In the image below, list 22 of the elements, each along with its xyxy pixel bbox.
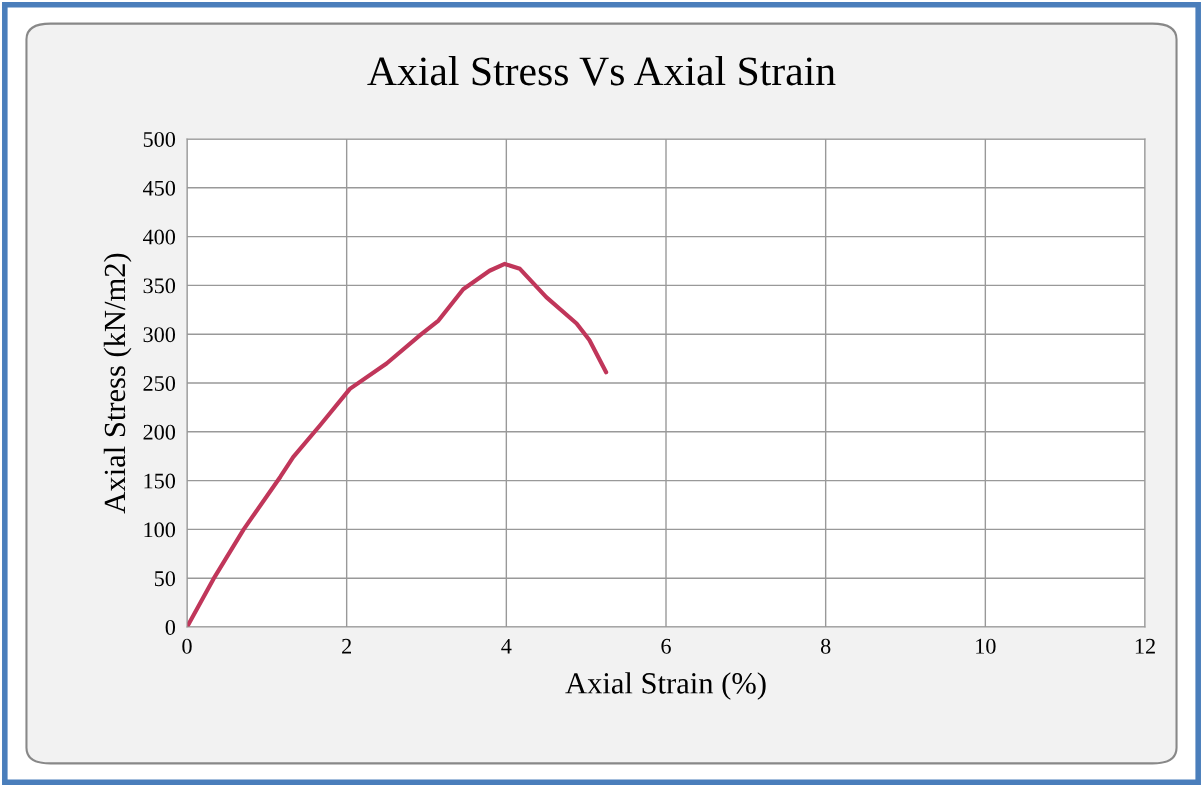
x-tick-label: 4 bbox=[501, 638, 512, 654]
x-tick-label: 10 bbox=[976, 638, 996, 654]
x-tick-label: 0 bbox=[182, 638, 192, 654]
x-tick-label: 2 bbox=[342, 638, 351, 654]
y-tick-label: 250 bbox=[143, 375, 176, 391]
y-tick-label: 400 bbox=[142, 229, 176, 245]
x-axis-title: Axial Strain (%) bbox=[565, 672, 766, 700]
y-tick-label: 150 bbox=[144, 473, 176, 489]
y-tick-label: 50 bbox=[154, 571, 176, 587]
y-tick-label: 0 bbox=[165, 619, 176, 635]
y-tick-label: 300 bbox=[143, 327, 176, 343]
y-tick-label: 200 bbox=[143, 424, 176, 440]
chart-title: Axial Stress Vs Axial Strain bbox=[367, 56, 836, 86]
x-tick-label: 12 bbox=[1135, 638, 1155, 654]
y-tick-label: 100 bbox=[144, 522, 176, 538]
x-tick-label: 8 bbox=[820, 638, 831, 654]
y-tick-label: 450 bbox=[142, 180, 176, 196]
y-tick-label: 500 bbox=[143, 131, 176, 147]
y-tick-label: 350 bbox=[143, 278, 176, 294]
x-tick-label: 6 bbox=[661, 638, 671, 654]
y-axis-title: Axial Stress (kN/m2) bbox=[103, 253, 132, 514]
line-series bbox=[187, 261, 609, 627]
